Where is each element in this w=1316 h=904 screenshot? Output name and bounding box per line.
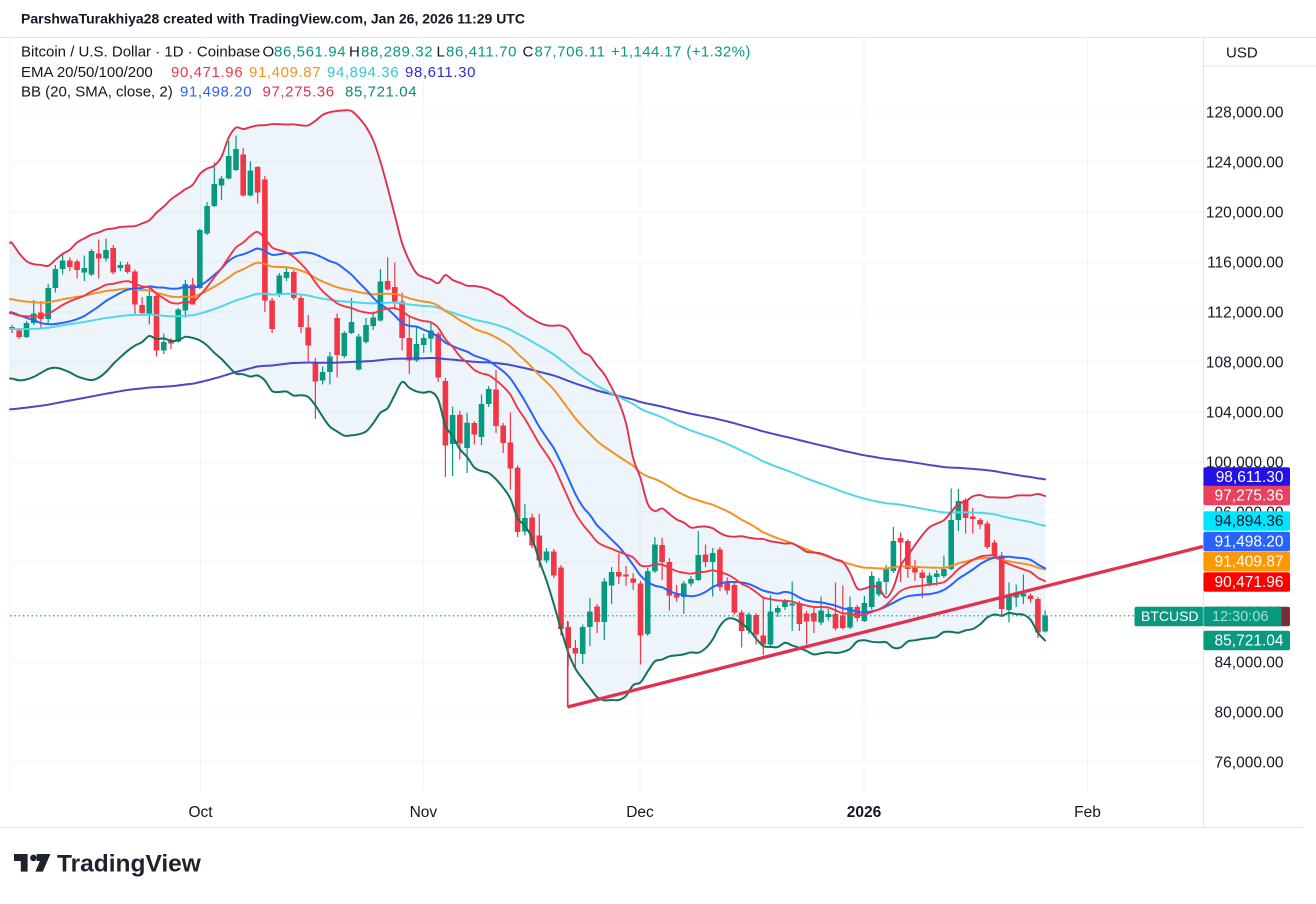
svg-text:Bitcoin / U.S. Dollar · 1D · C: Bitcoin / U.S. Dollar · 1D · Coinbase — [21, 44, 260, 61]
svg-text:O: O — [263, 44, 275, 61]
svg-text:128,000.00: 128,000.00 — [1206, 105, 1284, 122]
svg-text:104,000.00: 104,000.00 — [1206, 405, 1284, 422]
svg-text:91,409.87: 91,409.87 — [1215, 554, 1284, 571]
svg-text:12:30:06: 12:30:06 — [1212, 609, 1268, 625]
svg-text:120,000.00: 120,000.00 — [1206, 205, 1284, 222]
svg-text:EMA 20/50/100/200: EMA 20/50/100/200 — [21, 64, 153, 81]
svg-text:90,471.96: 90,471.96 — [1215, 574, 1284, 591]
svg-text:85,721.04: 85,721.04 — [345, 84, 417, 101]
svg-text:86,411.70: 86,411.70 — [446, 44, 517, 61]
svg-text:USD: USD — [1226, 45, 1258, 62]
svg-text:124,000.00: 124,000.00 — [1206, 155, 1284, 172]
svg-text:91,409.87: 91,409.87 — [249, 64, 321, 81]
svg-text:TradingView: TradingView — [57, 851, 202, 878]
svg-text:94,894.36: 94,894.36 — [1215, 513, 1284, 530]
svg-text:97,275.36: 97,275.36 — [1215, 488, 1284, 505]
svg-text:C: C — [523, 44, 534, 61]
svg-text:87,706.11: 87,706.11 — [535, 44, 606, 61]
svg-text:94,894.36: 94,894.36 — [327, 64, 399, 81]
svg-text:98,611.30: 98,611.30 — [405, 64, 476, 81]
svg-text:2026: 2026 — [847, 804, 882, 821]
svg-text:91,498.20: 91,498.20 — [180, 84, 252, 101]
svg-text:H: H — [349, 44, 360, 61]
svg-text:88,289.32: 88,289.32 — [361, 44, 433, 61]
svg-text:86,561.94: 86,561.94 — [274, 44, 346, 61]
svg-text:112,000.00: 112,000.00 — [1207, 305, 1284, 322]
svg-text:ParshwaTurakhiya28 created wit: ParshwaTurakhiya28 created with TradingV… — [21, 11, 525, 27]
svg-text:97,275.36: 97,275.36 — [263, 84, 335, 101]
svg-text:98,611.30: 98,611.30 — [1216, 469, 1284, 486]
svg-text:76,000.00: 76,000.00 — [1215, 755, 1284, 772]
svg-text:L: L — [437, 44, 445, 61]
svg-text:80,000.00: 80,000.00 — [1215, 705, 1284, 722]
svg-text:+1,144.17 (+1.32%): +1,144.17 (+1.32%) — [611, 44, 751, 61]
svg-text:Feb: Feb — [1074, 804, 1101, 821]
svg-text:116,000.00: 116,000.00 — [1207, 255, 1284, 272]
svg-text:90,471.96: 90,471.96 — [171, 64, 243, 81]
svg-text:BB (20, SMA, close, 2): BB (20, SMA, close, 2) — [21, 84, 173, 101]
svg-text:Nov: Nov — [410, 804, 438, 821]
svg-text:BTCUSD: BTCUSD — [1141, 608, 1199, 624]
svg-text:Dec: Dec — [626, 804, 654, 821]
svg-text:108,000.00: 108,000.00 — [1206, 355, 1284, 372]
svg-text:91,498.20: 91,498.20 — [1215, 534, 1284, 551]
svg-text:84,000.00: 84,000.00 — [1215, 655, 1284, 672]
svg-text:85,721.04: 85,721.04 — [1215, 633, 1284, 650]
svg-text:Oct: Oct — [188, 804, 213, 821]
